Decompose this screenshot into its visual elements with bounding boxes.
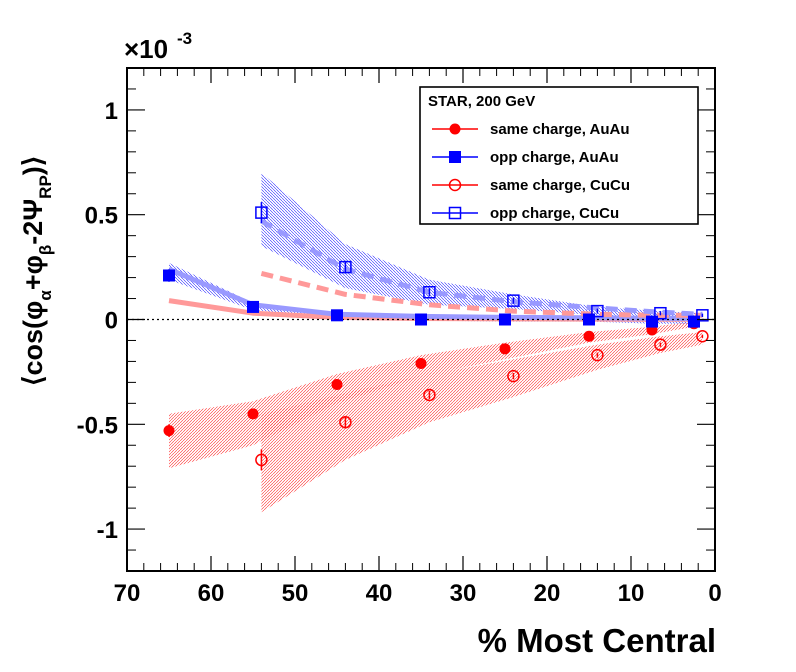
x-tick-label: 20 [534, 580, 561, 607]
legend-entry-3: opp charge, CuCu [432, 205, 619, 222]
band-3 [261, 172, 703, 318]
data-point [423, 388, 436, 402]
ylabel-beta: β [36, 245, 55, 255]
x-tick-label: 60 [198, 580, 225, 607]
legend-entry-2: same charge, CuCu [432, 177, 630, 194]
x-tick-label: 70 [114, 580, 141, 607]
y-multiplier-base: ×10 [124, 34, 168, 64]
y-axis-label: ⟨cos(φα+φβ-2ΨRP)⟩ [18, 156, 55, 386]
legend-entry-0: same charge, AuAu [432, 121, 630, 138]
legend-label: opp charge, CuCu [490, 205, 619, 222]
data-point [688, 315, 700, 328]
ylabel-open: ⟨cos(φ [18, 301, 48, 386]
data-point [339, 415, 352, 429]
y-tick-label: 0.5 [85, 203, 118, 230]
data-point [583, 330, 595, 342]
y-multiplier-exponent: -3 [177, 29, 192, 48]
data-point [331, 378, 343, 390]
legend-title: STAR, 200 GeV [428, 93, 535, 110]
data-point [507, 369, 520, 383]
svg-text:⟨cos(φα+φβ-2ΨRP)⟩: ⟨cos(φα+φβ-2ΨRP)⟩ [18, 156, 55, 386]
data-point [646, 315, 658, 328]
ylabel-alpha: α [36, 290, 55, 301]
ylabel-close: )⟩ [18, 156, 48, 176]
band-0 [169, 321, 694, 469]
data-points [163, 202, 709, 471]
data-point [583, 313, 595, 326]
x-tick-label: 30 [450, 580, 477, 607]
data-point [507, 294, 520, 307]
data-point [255, 206, 268, 219]
series-1 [163, 269, 700, 328]
series-2 [255, 330, 709, 471]
data-point [654, 306, 667, 320]
x-tick-label: 10 [618, 580, 645, 607]
ylabel-rp: RP [36, 175, 55, 199]
legend-marker [449, 123, 461, 135]
series-3 [255, 202, 709, 322]
ylabel-plus: +φ [18, 255, 48, 290]
legend: STAR, 200 GeV same charge, AuAu opp charg… [419, 86, 699, 225]
data-point [499, 313, 511, 326]
axis-ticks: 70 60 50 40 30 20 10 0 -1 -0.5 0 0.5 1 [77, 67, 722, 607]
legend-marker [448, 206, 462, 220]
legend-label: opp charge, AuAu [490, 149, 619, 166]
y-tick-label: 1 [105, 98, 118, 125]
model-curve-1 [168, 266, 695, 321]
data-point [331, 309, 343, 322]
legend-marker [448, 178, 462, 192]
legend-label: same charge, AuAu [490, 121, 630, 138]
x-tick-label: 50 [282, 580, 309, 607]
data-point [163, 425, 175, 437]
x-tick-label: 0 [708, 580, 721, 607]
data-point [255, 453, 268, 467]
legend-label: same charge, CuCu [490, 177, 630, 194]
data-point [696, 330, 709, 343]
data-point [415, 358, 427, 370]
data-point [423, 286, 436, 299]
ylabel-minus2psi: -2Ψ [18, 199, 48, 245]
data-point [654, 338, 667, 351]
y-tick-label: -0.5 [77, 412, 118, 439]
x-tick-label: 40 [366, 580, 393, 607]
y-tick-label: 0 [105, 308, 118, 335]
legend-marker [449, 151, 461, 163]
data-point [591, 304, 604, 318]
legend-box [419, 86, 699, 225]
data-point [247, 300, 259, 313]
x-axis-label: % Most Central [478, 622, 716, 659]
y-tick-label: -1 [97, 517, 118, 544]
data-point [696, 309, 709, 322]
data-point [163, 269, 175, 282]
data-point [415, 313, 427, 326]
data-point [339, 260, 352, 274]
legend-entry-1: opp charge, AuAu [432, 149, 619, 166]
data-point [499, 343, 511, 355]
data-point [591, 348, 604, 362]
data-point [247, 408, 259, 420]
